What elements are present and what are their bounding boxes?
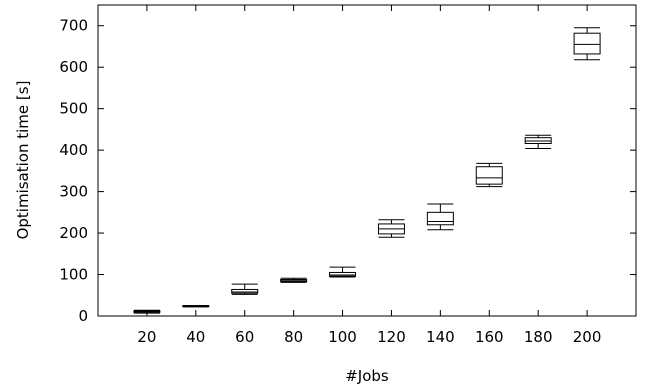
x-tick-label: 80 xyxy=(284,328,303,346)
x-tick-label: 200 xyxy=(573,328,602,346)
box-140 xyxy=(426,203,454,231)
y-tick-label: 0 xyxy=(78,307,88,325)
box-40 xyxy=(182,305,210,308)
boxes xyxy=(133,27,601,314)
x-axis: 20 40 60 80 100 120 140 160 180 200 xyxy=(137,5,601,346)
y-tick-label: 400 xyxy=(59,141,88,159)
x-tick-label: 60 xyxy=(235,328,254,346)
box-20 xyxy=(133,309,161,314)
x-tick-label: 40 xyxy=(186,328,205,346)
y-tick-label: 700 xyxy=(59,17,88,35)
box-iqr xyxy=(475,166,503,185)
box-120 xyxy=(377,219,405,238)
y-axis: 0 100 200 300 400 500 600 700 xyxy=(59,17,636,325)
box-160 xyxy=(475,162,503,188)
x-tick-label: 140 xyxy=(426,328,455,346)
y-tick-label: 200 xyxy=(59,224,88,242)
x-tick-label: 180 xyxy=(524,328,553,346)
box-iqr xyxy=(329,271,357,277)
box-100 xyxy=(329,266,357,278)
box-80 xyxy=(280,277,308,283)
x-tick-label: 100 xyxy=(328,328,357,346)
box-180 xyxy=(524,134,552,149)
x-axis-label: #Jobs xyxy=(345,367,389,385)
x-tick-label: 20 xyxy=(137,328,156,346)
x-tick-label: 120 xyxy=(377,328,406,346)
x-tick-label: 160 xyxy=(475,328,504,346)
box-iqr xyxy=(573,32,601,55)
y-tick-label: 100 xyxy=(59,266,88,284)
plot-frame xyxy=(97,4,637,317)
y-tick-label: 600 xyxy=(59,58,88,76)
y-tick-label: 500 xyxy=(59,100,88,118)
box-iqr xyxy=(426,211,454,226)
box-200 xyxy=(573,27,601,61)
box-iqr xyxy=(231,288,259,294)
y-axis-label: Optimisation time [s] xyxy=(14,81,32,240)
y-tick-label: 300 xyxy=(59,183,88,201)
box-60 xyxy=(231,283,259,295)
